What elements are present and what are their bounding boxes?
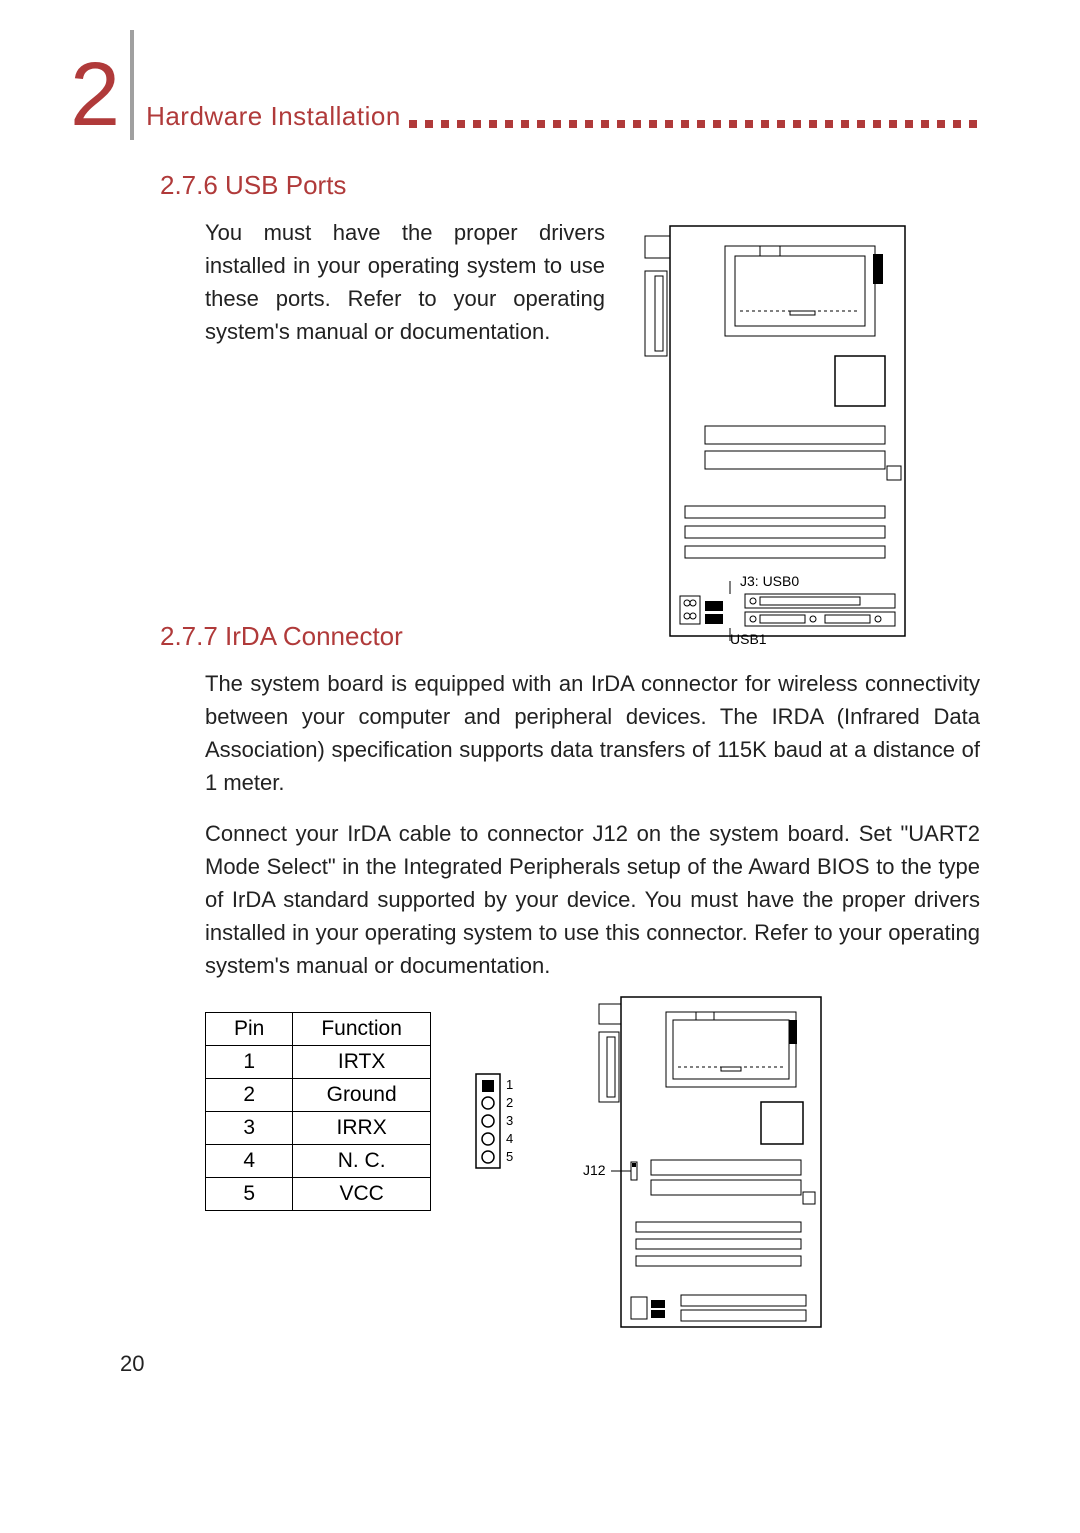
svg-text:4: 4: [506, 1131, 513, 1146]
section-276-body: You must have the proper drivers install…: [205, 216, 605, 366]
page-number: 20: [120, 1351, 144, 1377]
j12-pin-diagram: 1 2 3 4 5: [471, 1072, 541, 1177]
table-row: 5VCC: [206, 1178, 431, 1211]
pin-function-table: Pin Function 1IRTX 2Ground 3IRRX 4N. C. …: [205, 1012, 431, 1211]
motherboard-diagram-irda: J12: [581, 992, 831, 1337]
table-row: 2Ground: [206, 1079, 431, 1112]
label-j3-usb0: J3: USB0: [740, 573, 799, 589]
chapter-rule: [130, 30, 134, 140]
section-277-paragraph2: Connect your IrDA cable to connector J12…: [205, 817, 980, 982]
svg-text:2: 2: [506, 1095, 513, 1110]
section-276-heading: 2.7.6 USB Ports: [160, 170, 980, 201]
table-row: 4N. C.: [206, 1145, 431, 1178]
chapter-header: 2 Hardware Installation: [70, 30, 980, 140]
table-row: 1IRTX: [206, 1046, 431, 1079]
table-row: 3IRRX: [206, 1112, 431, 1145]
table-header-function: Function: [293, 1013, 431, 1046]
label-usb1: USB1: [730, 631, 767, 646]
section-277-body: The system board is equipped with an IrD…: [205, 667, 980, 982]
dot-leader: [409, 120, 980, 140]
svg-text:J12: J12: [583, 1162, 606, 1178]
motherboard-diagram-usb: J3: USB0 USB1: [625, 216, 915, 651]
chapter-title: Hardware Installation: [146, 101, 401, 140]
svg-text:3: 3: [506, 1113, 513, 1128]
table-header-pin: Pin: [206, 1013, 293, 1046]
svg-text:5: 5: [506, 1149, 513, 1164]
svg-text:1: 1: [506, 1077, 513, 1092]
section-276-paragraph: You must have the proper drivers install…: [205, 216, 605, 348]
section-277-paragraph1: The system board is equipped with an IrD…: [205, 667, 980, 799]
chapter-number: 2: [70, 50, 120, 140]
